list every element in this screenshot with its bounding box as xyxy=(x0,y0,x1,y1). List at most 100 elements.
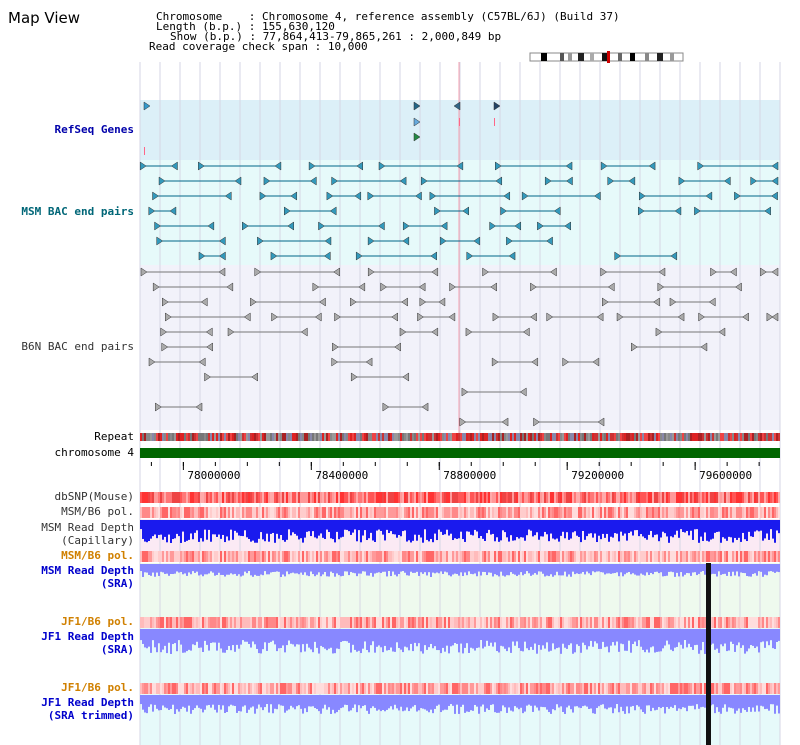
msm-b6-pol-cell xyxy=(556,507,558,518)
tick-label: 78400000 xyxy=(315,469,368,482)
jf1-b6-pol-2-cell xyxy=(714,683,716,694)
label-b6n-bac[interactable]: B6N BAC end pairs xyxy=(21,340,134,353)
jf1-b6-pol-cell xyxy=(216,617,218,628)
msm-depth-cap-bar xyxy=(626,520,628,541)
repeat-seg xyxy=(292,433,294,441)
msm-b6-pol-2-cell xyxy=(670,551,672,562)
msm-b6-pol-2-cell xyxy=(180,551,182,562)
msm-b6-pol-2-cell xyxy=(508,551,510,562)
jf1-b6-pol-2-cell xyxy=(270,683,272,694)
msm-depth-sra-bar xyxy=(464,564,466,573)
dbsnp-cell xyxy=(666,492,668,503)
dbsnp-cell xyxy=(526,492,528,503)
jf1-b6-pol-cell xyxy=(310,617,312,628)
dbsnp-cell xyxy=(644,492,646,503)
jf1-depth-sra-bar xyxy=(426,629,428,650)
msm-b6-pol-2-cell xyxy=(214,551,216,562)
repeat-seg xyxy=(400,433,402,441)
jf1-b6-pol-2-cell xyxy=(604,683,606,694)
msm-depth-cap-bar xyxy=(318,520,320,536)
jf1-b6-pol-cell xyxy=(626,617,628,628)
dbsnp-cell xyxy=(224,492,226,503)
msm-depth-sra-bar xyxy=(268,564,270,575)
msm-b6-pol-2-cell xyxy=(234,551,236,562)
repeat-seg xyxy=(482,433,484,441)
repeat-seg xyxy=(454,433,456,441)
msm-b6-pol-cell xyxy=(474,507,476,518)
msm-depth-cap-bar xyxy=(228,520,230,541)
msm-bac-pair-end xyxy=(323,251,331,261)
jf1-depth-sra-bar xyxy=(720,629,722,645)
msm-b6-pol-cell xyxy=(716,507,718,518)
ideogram-band xyxy=(670,53,674,61)
msm-b6-pol-2-cell xyxy=(322,551,324,562)
jf1-depth-sra-bar xyxy=(168,629,170,643)
msm-depth-cap-bar xyxy=(362,520,364,536)
msm-depth-cap-bar xyxy=(180,520,182,543)
msm-depth-sra-bar xyxy=(240,564,242,577)
msm-depth-sra-bar xyxy=(192,564,194,572)
jf1-b6-pol-cell xyxy=(518,617,520,628)
msm-bac-pair-end xyxy=(508,251,516,261)
msm-b6-pol-2-cell xyxy=(338,551,340,562)
b6n-bac-pair-end xyxy=(226,282,234,292)
repeat-seg xyxy=(686,433,688,441)
jf1-b6-pol-2-cell xyxy=(366,683,368,694)
dbsnp-cell xyxy=(542,492,544,503)
jf1-b6-pol-cell xyxy=(698,617,700,628)
dbsnp-cell xyxy=(646,492,648,503)
jf1-b6-pol-2-cell xyxy=(776,683,778,694)
msm-depth-cap-bar xyxy=(398,520,400,536)
msm-depth-cap-bar xyxy=(380,520,382,531)
dbsnp-cell xyxy=(400,492,402,503)
msm-b6-pol-cell xyxy=(332,507,334,518)
b6n-bac-pair-end xyxy=(449,282,456,292)
msm-depth-cap-bar xyxy=(774,520,776,543)
repeat-seg xyxy=(388,433,390,441)
dbsnp-cell xyxy=(212,492,214,503)
dbsnp-cell xyxy=(338,492,340,503)
dbsnp-cell xyxy=(164,492,166,503)
msm-b6-pol-cell xyxy=(188,507,190,518)
label-msm-bac[interactable]: MSM BAC end pairs xyxy=(21,205,134,218)
jf1-b6-pol-cell xyxy=(432,617,434,628)
jf1-depth-sra-bar xyxy=(204,629,206,641)
jf1-depth-sra-bar xyxy=(248,629,250,645)
msm-depth-cap-bar xyxy=(752,520,754,537)
label-refseq[interactable]: RefSeq Genes xyxy=(54,123,134,136)
jf1-depth-trim-bar xyxy=(406,695,408,708)
jf1-b6-pol-2-cell xyxy=(488,683,490,694)
repeat-seg xyxy=(288,433,290,441)
msm-depth-cap-bar xyxy=(524,520,526,541)
jf1-b6-pol-cell xyxy=(536,617,538,628)
repeat-seg xyxy=(742,433,744,441)
ideogram-marker xyxy=(607,51,610,63)
jf1-depth-sra-bar xyxy=(406,629,408,648)
dbsnp-cell xyxy=(330,492,332,503)
jf1-b6-pol-cell xyxy=(770,617,772,628)
msm-b6-pol-cell xyxy=(336,507,338,518)
msm-b6-pol-2-cell xyxy=(376,551,378,562)
jf1-depth-sra-bar xyxy=(186,629,188,652)
jf1-b6-pol-cell xyxy=(598,617,600,628)
jf1-b6-pol-cell xyxy=(404,617,406,628)
msm-b6-pol-cell xyxy=(150,507,152,518)
jf1-depth-trim-bar xyxy=(778,695,780,714)
repeat-seg xyxy=(524,433,526,441)
msm-depth-cap-bar xyxy=(614,520,616,534)
msm-depth-sra-bar xyxy=(372,564,374,577)
jf1-depth-trim-bar xyxy=(748,695,750,708)
jf1-b6-pol-2-cell xyxy=(536,683,538,694)
dbsnp-cell xyxy=(220,492,222,503)
msm-depth-cap-bar xyxy=(396,520,398,538)
msm-bac-pair-end xyxy=(154,221,162,231)
jf1-b6-pol-cell xyxy=(200,617,202,628)
msm-b6-pol-2-cell xyxy=(372,551,374,562)
msm-b6-pol-2-cell xyxy=(654,551,656,562)
msm-depth-cap-bar xyxy=(264,520,266,542)
jf1-depth-sra-bar xyxy=(370,629,372,646)
jf1-depth-sra-bar xyxy=(352,629,354,645)
msm-bac-pair-end xyxy=(139,161,147,171)
jf1-depth-sra-bar xyxy=(646,629,648,650)
